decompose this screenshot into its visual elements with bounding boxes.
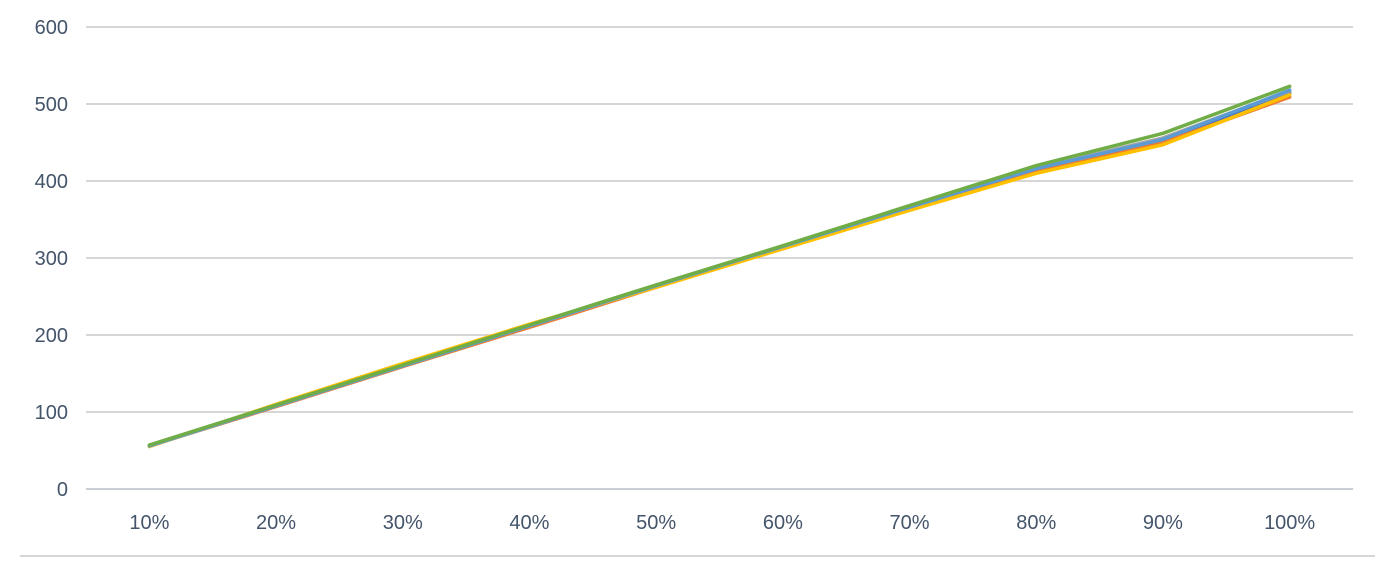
x-axis-tick-label: 30% — [383, 512, 423, 534]
y-axis-tick-label: 200 — [35, 325, 68, 347]
series-green-line — [147, 84, 1292, 447]
y-axis-tick-label: 500 — [35, 94, 68, 116]
y-axis-tick-label: 0 — [57, 479, 68, 501]
x-axis-tick-label: 10% — [129, 512, 169, 534]
y-axis-tick-label: 300 — [35, 248, 68, 270]
x-axis-tick-label: 20% — [256, 512, 296, 534]
x-axis-tick-label: 50% — [636, 512, 676, 534]
x-axis-tick-label: 60% — [763, 512, 803, 534]
y-axis-tick-label: 100 — [35, 402, 68, 424]
x-axis-tick-label: 40% — [509, 512, 549, 534]
y-axis-tick-label: 400 — [35, 171, 68, 193]
x-axis-tick-label: 90% — [1143, 512, 1183, 534]
x-axis-tick-label: 80% — [1016, 512, 1056, 534]
y-axis-tick-label: 600 — [35, 17, 68, 39]
x-axis-tick-label: 100% — [1264, 512, 1315, 534]
x-axis-tick-label: 70% — [890, 512, 930, 534]
